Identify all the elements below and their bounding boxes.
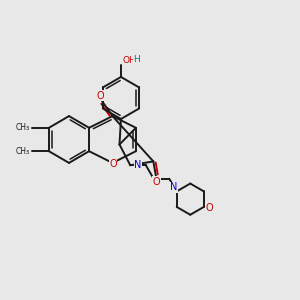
Text: O: O	[109, 159, 117, 169]
Text: O: O	[97, 91, 104, 101]
Text: N: N	[170, 182, 177, 192]
Text: OH: OH	[122, 56, 136, 65]
Text: O: O	[153, 177, 160, 187]
Text: N: N	[134, 160, 142, 170]
Text: CH₃: CH₃	[16, 147, 30, 156]
Text: H: H	[134, 56, 140, 64]
Text: CH₃: CH₃	[16, 123, 30, 132]
Text: O: O	[206, 202, 213, 212]
